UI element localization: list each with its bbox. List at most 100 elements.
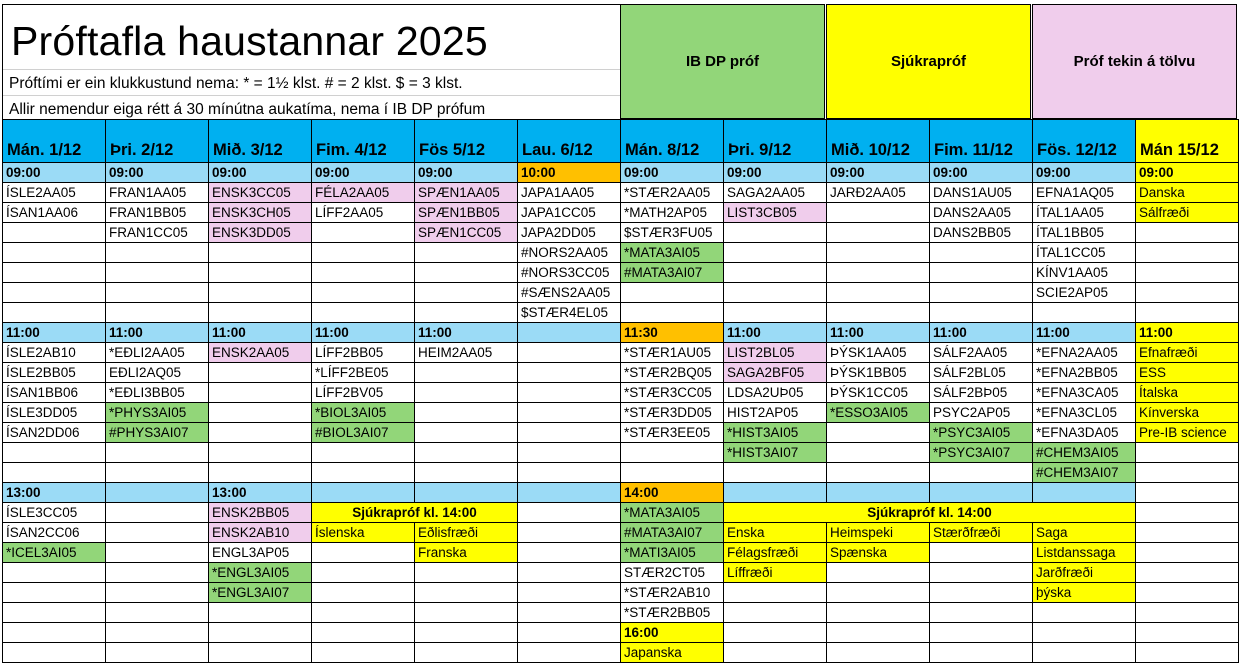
empty-cell xyxy=(518,643,621,663)
exam-cell: *EÐLI2AA05 xyxy=(106,343,209,363)
exam-cell: *STÆR2BB05 xyxy=(621,603,724,623)
time-slot: 09:00 xyxy=(3,163,106,183)
exam-cell: ENSK2AA05 xyxy=(209,343,312,363)
empty-cell xyxy=(827,583,930,603)
empty-cell xyxy=(415,383,518,403)
exam-cell: Sálfræði xyxy=(1136,203,1239,223)
exam-schedule-grid: Mán. 1/12 Þri. 2/12 Mið. 3/12 Fim. 4/12 Fös … xyxy=(2,119,1239,663)
exam-cell: ÍSLE3DD05 xyxy=(3,403,106,423)
empty-cell xyxy=(724,643,827,663)
exam-cell: ÍTAL1CC05 xyxy=(1033,243,1136,263)
time-slot xyxy=(518,483,621,503)
empty-cell xyxy=(209,423,312,443)
time-slot xyxy=(930,483,1033,503)
empty-cell xyxy=(415,403,518,423)
empty-cell xyxy=(1136,643,1239,663)
empty-cell xyxy=(106,503,209,523)
exam-cell: #PHYS3AI07 xyxy=(106,423,209,443)
empty-cell xyxy=(1136,263,1239,283)
exam-cell: LÍFF2AA05 xyxy=(312,203,415,223)
exam-cell: ESS xyxy=(1136,363,1239,383)
empty-cell xyxy=(209,643,312,663)
time-slot: 11:00 xyxy=(3,323,106,343)
exam-cell: Franska xyxy=(415,543,518,563)
time-slot xyxy=(1033,483,1136,503)
time-slot: 09:00 xyxy=(1033,163,1136,183)
exam-cell: #NORS3CC05 xyxy=(518,263,621,283)
exam-cell: SAGA2BF05 xyxy=(724,363,827,383)
exam-cell: SPÆN1CC05 xyxy=(415,223,518,243)
empty-cell xyxy=(415,263,518,283)
empty-cell xyxy=(209,463,312,483)
empty-cell xyxy=(724,263,827,283)
exam-cell: *EFNA3CA05 xyxy=(1033,383,1136,403)
empty-cell xyxy=(827,243,930,263)
empty-cell xyxy=(518,543,621,563)
exam-cell: HIST2AP05 xyxy=(724,403,827,423)
day-header: Fös. 12/12 xyxy=(1033,120,1136,163)
exam-cell: ÍSLE3CC05 xyxy=(3,503,106,523)
empty-cell xyxy=(1136,303,1239,323)
empty-cell xyxy=(312,283,415,303)
exam-cell: ÞÝSK1CC05 xyxy=(827,383,930,403)
empty-cell xyxy=(415,563,518,583)
empty-cell xyxy=(827,563,930,583)
empty-cell xyxy=(1136,543,1239,563)
empty-cell xyxy=(312,563,415,583)
empty-cell xyxy=(518,623,621,643)
exam-cell: ENSK2BB05 xyxy=(209,503,312,523)
exam-cell: Efnafræði xyxy=(1136,343,1239,363)
exam-cell: *BIOL3AI05 xyxy=(312,403,415,423)
empty-cell xyxy=(3,243,106,263)
day-header: Þri. 2/12 xyxy=(106,120,209,163)
exam-cell: *STÆR2AA05 xyxy=(621,183,724,203)
empty-cell xyxy=(930,263,1033,283)
exam-cell: *ENGL3AI07 xyxy=(209,583,312,603)
exam-cell: *ENGL3AI05 xyxy=(209,563,312,583)
empty-cell xyxy=(106,283,209,303)
day-header: Mán. 1/12 xyxy=(3,120,106,163)
legend-ib-dp: IB DP próf xyxy=(620,4,825,119)
exam-cell: $STÆR3FU05 xyxy=(621,223,724,243)
exam-cell: #MATA3AI07 xyxy=(621,263,724,283)
exam-cell: SÁLF2BÞ05 xyxy=(930,383,1033,403)
time-slot: 13:00 xyxy=(3,483,106,503)
time-slot: 09:00 xyxy=(724,163,827,183)
time-slot xyxy=(724,483,827,503)
exam-cell: #NORS2AA05 xyxy=(518,243,621,263)
exam-cell: *EÐLI3BB05 xyxy=(106,383,209,403)
empty-cell xyxy=(724,223,827,243)
empty-cell xyxy=(1136,443,1239,463)
empty-cell xyxy=(827,443,930,463)
empty-cell xyxy=(1136,523,1239,543)
time-slot: 09:00 xyxy=(415,163,518,183)
empty-cell xyxy=(827,263,930,283)
empty-cell xyxy=(518,403,621,423)
empty-cell xyxy=(827,223,930,243)
time-slot: 13:00 xyxy=(209,483,312,503)
exam-cell: *EFNA2BB05 xyxy=(1033,363,1136,383)
empty-cell xyxy=(930,623,1033,643)
empty-cell xyxy=(930,643,1033,663)
exam-cell: *PSYC3AI05 xyxy=(930,423,1033,443)
day-header: Lau. 6/12 xyxy=(518,120,621,163)
time-slot: 09:00 xyxy=(827,163,930,183)
exam-cell: 16:00 xyxy=(621,623,724,643)
empty-cell xyxy=(724,623,827,643)
empty-cell xyxy=(827,283,930,303)
empty-cell xyxy=(106,463,209,483)
empty-cell xyxy=(415,363,518,383)
empty-cell xyxy=(518,523,621,543)
empty-cell xyxy=(415,583,518,603)
empty-cell xyxy=(930,243,1033,263)
page-title: Próftafla haustannar 2025 xyxy=(11,18,488,64)
exam-cell: Jarðfræði xyxy=(1033,563,1136,583)
exam-cell: Danska xyxy=(1136,183,1239,203)
empty-cell xyxy=(312,583,415,603)
empty-cell xyxy=(621,303,724,323)
merged-heading: Sjúkrapróf kl. 14:00 xyxy=(312,503,518,523)
exam-cell: LIST2BL05 xyxy=(724,343,827,363)
empty-cell xyxy=(3,223,106,243)
empty-cell xyxy=(518,383,621,403)
exam-cell: ÍSLE2AB10 xyxy=(3,343,106,363)
